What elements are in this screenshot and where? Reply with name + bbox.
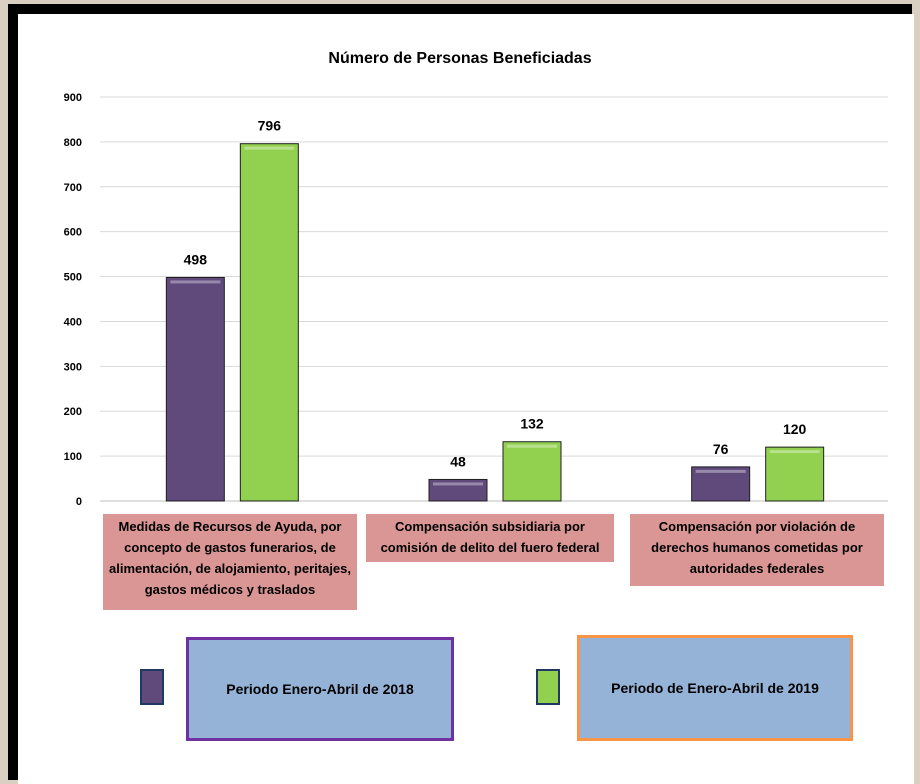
y-tick-label: 300 bbox=[64, 361, 82, 373]
data-label: 796 bbox=[258, 118, 282, 134]
data-label: 120 bbox=[783, 421, 807, 437]
legend-item-2019: Periodo de Enero-Abril de 2019 bbox=[577, 635, 853, 741]
legend-swatch-2019 bbox=[536, 669, 560, 705]
bar bbox=[691, 466, 751, 502]
legend-label-2018: Periodo Enero-Abril de 2018 bbox=[226, 681, 414, 697]
y-tick-label: 100 bbox=[64, 451, 82, 463]
y-tick-label: 400 bbox=[64, 316, 82, 328]
legend-label-2019: Periodo de Enero-Abril de 2019 bbox=[611, 680, 819, 696]
bar-highlight bbox=[433, 482, 483, 486]
y-tick-label: 0 bbox=[76, 496, 82, 508]
y-tick-label: 800 bbox=[64, 137, 82, 149]
category-label-3: Compensación por violación de derechos h… bbox=[630, 514, 884, 586]
data-label: 76 bbox=[713, 441, 729, 457]
bar bbox=[165, 276, 225, 502]
y-tick-label: 900 bbox=[64, 92, 82, 104]
category-label-2: Compensación subsidiaria por comisión de… bbox=[366, 514, 614, 562]
bar bbox=[239, 143, 299, 502]
y-tick-label: 200 bbox=[64, 406, 82, 418]
bar bbox=[428, 478, 488, 502]
y-tick-label: 700 bbox=[64, 182, 82, 194]
category-label-1: Medidas de Recursos de Ayuda, por concep… bbox=[103, 514, 357, 610]
legend-item-2018: Periodo Enero-Abril de 2018 bbox=[186, 637, 454, 741]
data-label: 498 bbox=[184, 251, 208, 267]
bar-highlight bbox=[695, 469, 746, 473]
legend-swatch-2018 bbox=[140, 669, 164, 705]
bar-highlight bbox=[507, 444, 557, 448]
y-tick-label: 600 bbox=[64, 227, 82, 239]
bar-highlight bbox=[244, 146, 295, 150]
data-label: 132 bbox=[520, 416, 544, 432]
bar bbox=[765, 446, 825, 502]
bar-highlight bbox=[170, 280, 221, 284]
data-label: 48 bbox=[450, 453, 466, 469]
y-tick-label: 500 bbox=[64, 272, 82, 284]
bar bbox=[502, 441, 562, 502]
chart-title: Número de Personas Beneficiadas bbox=[328, 50, 592, 67]
bar-highlight bbox=[769, 450, 820, 454]
